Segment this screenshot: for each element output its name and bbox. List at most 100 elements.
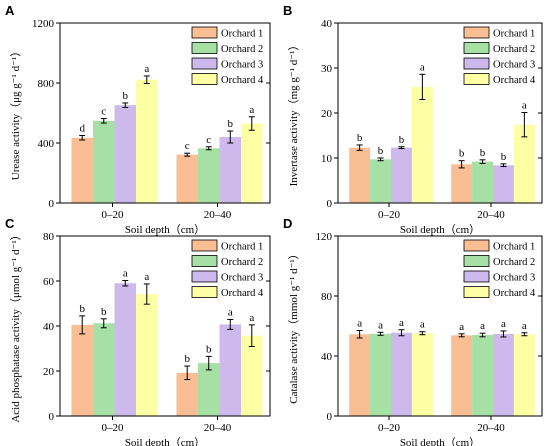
significance-label: b xyxy=(206,343,212,355)
y-axis-label: Catalase activity（mmol g⁻¹ d⁻¹） xyxy=(287,248,300,403)
x-tick-label: 20–40 xyxy=(204,422,232,434)
panel-c: C 0 20 40 60 80 b b a a 0–20 b b a a 20–40 Soil depth（cm… xyxy=(5,216,271,446)
legend-swatch xyxy=(463,270,490,283)
significance-label: c xyxy=(206,134,211,146)
significance-label: a xyxy=(522,100,527,112)
bar-orchard-3 xyxy=(114,105,137,203)
legend-swatch xyxy=(191,26,218,39)
significance-label: a xyxy=(399,317,404,329)
significance-label: a xyxy=(123,268,128,280)
panel-letter: A xyxy=(5,3,15,18)
x-tick-label: 20–40 xyxy=(477,422,505,434)
legend-label: Orchard 2 xyxy=(493,257,535,268)
bar-orchard-3 xyxy=(114,283,137,416)
significance-label: a xyxy=(378,319,383,331)
bar-orchard-4 xyxy=(241,123,263,203)
legend-swatch xyxy=(191,255,218,267)
significance-label: a xyxy=(420,319,425,331)
panel-letter: C xyxy=(5,216,15,231)
legend-label: Orchard 1 xyxy=(221,242,263,253)
y-tick-label: 0 xyxy=(49,411,55,423)
x-axis-label: Soil depth（cm） xyxy=(125,223,205,236)
significance-label: b xyxy=(101,306,107,318)
panel-b: B 0 10 20 30 40 b b b a 0–20 b b b a 20–40 Soil depth（cm… xyxy=(283,3,543,236)
significance-label: c xyxy=(101,106,106,118)
legend-label: Orchard 1 xyxy=(221,29,263,40)
significance-label: b xyxy=(378,145,384,157)
panel-a: A 0 400 800 1200 d c b a 0–20 c c b a 20–40 Soil depth（… xyxy=(5,3,271,236)
legend-label: Orchard 3 xyxy=(221,60,263,71)
significance-label: b xyxy=(228,118,234,130)
y-tick-label: 1200 xyxy=(32,18,55,30)
legend-label: Orchard 4 xyxy=(221,288,264,299)
y-tick-label: 80 xyxy=(43,231,55,243)
bar-orchard-2 xyxy=(472,161,493,203)
bar-orchard-3 xyxy=(391,332,412,416)
significance-label: a xyxy=(420,61,425,73)
bar-orchard-4 xyxy=(411,86,433,203)
bar-orchard-2 xyxy=(370,159,391,203)
significance-label: b xyxy=(357,132,363,144)
bar-orchard-4 xyxy=(411,333,433,416)
legend-swatch xyxy=(463,286,490,298)
significance-label: a xyxy=(501,318,506,330)
plot-frame xyxy=(337,22,543,204)
y-axis-label: Acid phosphatase activity（μmol g⁻¹ d⁻¹） xyxy=(9,229,22,422)
y-tick-label: 0 xyxy=(327,411,333,423)
bar-orchard-1 xyxy=(451,164,473,203)
legend-swatch xyxy=(191,270,218,283)
bar-orchard-4 xyxy=(136,294,158,416)
bar-orchard-2 xyxy=(92,323,115,416)
legend-swatch xyxy=(463,239,490,252)
legend-swatch xyxy=(463,255,490,267)
legend-label: Orchard 3 xyxy=(493,60,535,71)
y-tick-label: 40 xyxy=(321,351,333,363)
significance-label: a xyxy=(144,63,149,75)
significance-label: a xyxy=(249,312,254,324)
y-tick-label: 10 xyxy=(321,153,333,165)
y-tick-label: 400 xyxy=(38,138,55,150)
x-tick-label: 0–20 xyxy=(102,422,125,434)
significance-label: a xyxy=(228,306,233,318)
significance-label: a xyxy=(459,321,464,333)
significance-label: c xyxy=(185,140,190,152)
legend-swatch xyxy=(463,73,490,85)
bar-orchard-1 xyxy=(71,137,93,203)
bar-orchard-3 xyxy=(493,165,514,203)
significance-label: a xyxy=(480,320,485,332)
legend-swatch xyxy=(463,57,490,70)
y-tick-label: 30 xyxy=(321,63,333,75)
legend-label: Orchard 4 xyxy=(493,75,536,86)
legend-label: Orchard 1 xyxy=(493,29,535,40)
legend-label: Orchard 3 xyxy=(221,273,263,284)
legend-swatch xyxy=(191,73,218,85)
y-tick-label: 20 xyxy=(321,108,333,120)
y-tick-label: 800 xyxy=(38,78,55,90)
x-tick-label: 0–20 xyxy=(102,209,125,221)
bar-orchard-1 xyxy=(451,335,473,416)
legend: Orchard 1 Orchard 2 Orchard 3 Orchard 4 xyxy=(191,26,264,86)
panel-letter: B xyxy=(283,3,292,18)
x-tick-label: 0–20 xyxy=(378,422,401,434)
legend-label: Orchard 2 xyxy=(221,257,263,268)
y-tick-label: 0 xyxy=(327,198,333,210)
bar-orchard-4 xyxy=(513,334,535,416)
significance-label: b xyxy=(459,148,465,160)
x-axis-label: Soil depth（cm） xyxy=(400,436,480,446)
bar-orchard-3 xyxy=(219,324,242,416)
legend: Orchard 1 Orchard 2 Orchard 3 Orchard 4 xyxy=(191,239,264,299)
plot-frame xyxy=(59,22,271,204)
y-tick-label: 0 xyxy=(49,198,55,210)
significance-label: d xyxy=(79,123,85,135)
bar-orchard-1 xyxy=(349,147,371,203)
significance-label: a xyxy=(249,104,254,116)
legend-label: Orchard 2 xyxy=(221,44,263,55)
y-tick-label: 40 xyxy=(321,18,333,30)
x-tick-label: 20–40 xyxy=(204,209,232,221)
bar-orchard-2 xyxy=(197,363,220,416)
legend-swatch xyxy=(463,26,490,39)
plot-frame xyxy=(59,235,271,417)
y-axis-label: Urease activity（μg g⁻¹ d⁻¹） xyxy=(9,46,22,180)
x-axis-label: Soil depth（cm） xyxy=(400,223,480,236)
bar-orchard-1 xyxy=(176,154,198,203)
